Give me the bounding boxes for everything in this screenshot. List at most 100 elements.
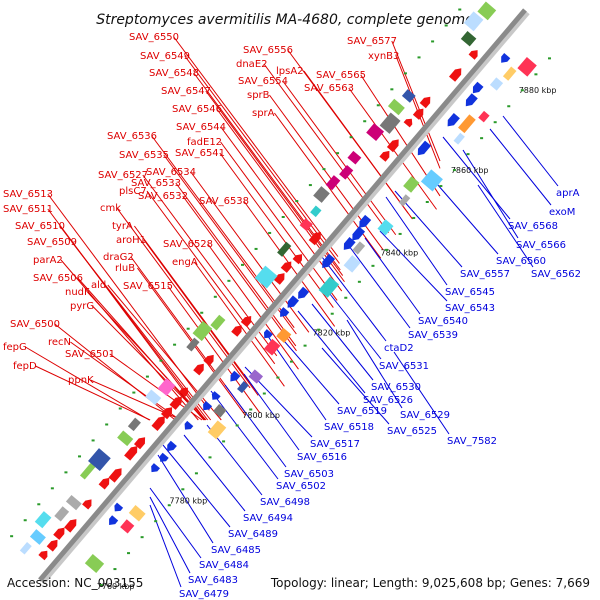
tick-mark xyxy=(548,57,552,60)
feature-block xyxy=(387,98,405,116)
feature-block xyxy=(88,448,111,472)
forward-gene-arrow xyxy=(280,261,292,273)
feature-block xyxy=(157,378,176,396)
feature-block xyxy=(237,381,249,394)
genome-backbone xyxy=(38,8,530,585)
leader-line xyxy=(321,347,390,425)
reverse-gene-label: SAV_6525 xyxy=(387,426,437,437)
tick-mark xyxy=(357,280,361,283)
leader-line xyxy=(205,90,344,276)
tick-mark xyxy=(186,327,190,330)
reverse-gene-label: SAV_7582 xyxy=(447,436,497,447)
leader-line xyxy=(183,434,246,512)
tick-mark xyxy=(23,519,27,522)
reverse-gene-arrow xyxy=(151,463,160,473)
reverse-gene-arrow xyxy=(322,253,336,268)
leader-line xyxy=(162,444,231,528)
reverse-gene-label: SAV_6483 xyxy=(188,575,238,586)
tick-mark xyxy=(520,89,524,92)
tick-mark xyxy=(145,375,149,378)
leader-line xyxy=(436,183,499,255)
forward-gene-arrow xyxy=(134,437,146,450)
reverse-gene-label: SAV_6545 xyxy=(445,287,495,298)
tick-mark xyxy=(235,424,239,427)
tick-label: 7780 kbp xyxy=(170,496,208,505)
tick-mark xyxy=(127,552,131,555)
feature-block xyxy=(398,194,411,207)
reverse-gene-arrow xyxy=(167,440,177,452)
feature-block xyxy=(79,462,96,480)
leader-line xyxy=(220,141,338,301)
reverse-gene-arrow xyxy=(211,391,221,400)
tick-mark xyxy=(154,520,158,523)
tick-mark xyxy=(113,568,117,571)
leader-line xyxy=(224,384,287,468)
tick-mark xyxy=(390,88,394,91)
feature-block xyxy=(313,186,330,203)
leader-line xyxy=(151,135,295,328)
forward-gene-label: SAV_6547 xyxy=(161,86,211,97)
reverse-gene-arrow xyxy=(280,307,290,317)
forward-gene-arrow xyxy=(46,539,58,552)
feature-block xyxy=(213,403,227,418)
feature-block xyxy=(254,265,278,289)
forward-gene-arrow xyxy=(231,325,242,337)
leader-line xyxy=(277,333,340,405)
forward-gene-label: fepD xyxy=(13,361,37,372)
tick-mark xyxy=(159,359,163,362)
tick-mark xyxy=(303,344,307,347)
leader-line xyxy=(393,351,450,435)
leader-line xyxy=(263,63,389,234)
forward-gene-label: draG2 xyxy=(103,252,134,263)
feature-block xyxy=(54,506,70,522)
reverse-gene-label: SAV_6540 xyxy=(418,316,468,327)
reverse-gene-arrow xyxy=(417,140,432,156)
feature-block xyxy=(502,66,517,81)
forward-gene-label: pyrG xyxy=(70,301,94,312)
reverse-gene-arrow xyxy=(287,295,299,308)
reverse-gene-label: SAV_6566 xyxy=(516,240,566,251)
forward-gene-arrow xyxy=(193,363,204,376)
feature-block xyxy=(210,314,226,331)
tick-mark xyxy=(91,439,95,442)
forward-gene-arrow xyxy=(151,416,165,431)
tick-mark xyxy=(534,73,538,76)
forward-gene-arrow xyxy=(203,354,214,366)
reverse-gene-label: aprA xyxy=(556,188,580,199)
leader-line xyxy=(173,36,339,257)
reverse-gene-label: SAV_6531 xyxy=(379,361,429,372)
leader-line xyxy=(477,184,534,268)
leader-line xyxy=(167,285,261,414)
forward-gene-label: ppnK xyxy=(68,375,94,386)
feature-block xyxy=(403,176,420,193)
leader-line xyxy=(502,115,559,187)
tick-mark xyxy=(99,584,103,587)
tick-mark xyxy=(480,137,484,140)
forward-gene-label: SAV_6506 xyxy=(33,273,83,284)
tick-mark xyxy=(200,311,204,314)
tick-mark xyxy=(118,407,122,410)
reverse-gene-arrow xyxy=(447,113,460,127)
feature-block xyxy=(453,132,465,145)
feature-block xyxy=(377,219,394,236)
feature-block xyxy=(366,123,385,141)
leader-line xyxy=(325,288,382,360)
tick-mark xyxy=(132,391,136,394)
reverse-gene-arrow xyxy=(359,214,372,228)
forward-gene-label: rluB xyxy=(115,263,135,274)
tick-mark xyxy=(425,201,429,204)
leader-line xyxy=(87,291,207,421)
leader-line xyxy=(311,303,374,381)
feature-block xyxy=(458,114,476,134)
forward-gene-arrow xyxy=(403,118,413,128)
leader-line xyxy=(348,245,411,329)
forward-gene-arrow xyxy=(308,231,321,246)
tick-mark xyxy=(208,456,212,459)
reverse-gene-label: SAV_6530 xyxy=(371,382,421,393)
backbone-shadow xyxy=(39,9,530,585)
forward-gene-arrow xyxy=(468,50,478,60)
leader-line xyxy=(92,305,206,421)
feature-block xyxy=(460,31,477,47)
forward-gene-label: SAV_6510 xyxy=(15,221,65,232)
forward-gene-arrow xyxy=(124,446,138,461)
